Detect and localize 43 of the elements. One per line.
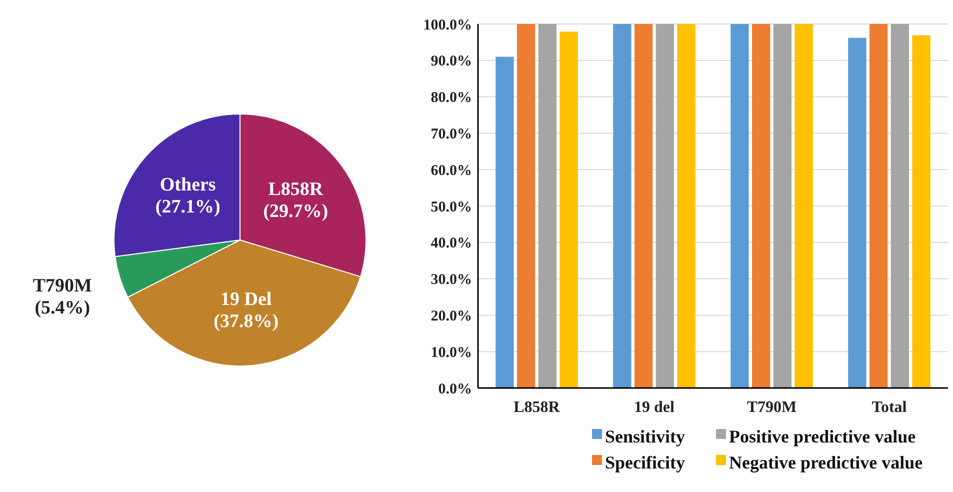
- bar: [677, 24, 696, 388]
- y-tick-label: 20.0%: [430, 308, 472, 324]
- y-tick-label: 30.0%: [430, 272, 472, 288]
- x-tick-label: 19 del: [634, 399, 676, 416]
- y-tick-label: 90.0%: [430, 54, 472, 70]
- slice-label: T790M: [32, 275, 92, 296]
- y-tick-label: 10.0%: [430, 344, 472, 361]
- bar: [773, 24, 792, 388]
- bar: [516, 24, 536, 388]
- data-label: (27.1%): [155, 196, 220, 218]
- y-tick-label: 80.0%: [430, 90, 472, 106]
- y-tick-label: 50.0%: [430, 199, 472, 216]
- bar: [752, 24, 770, 388]
- slice-label: L858R: [268, 178, 324, 200]
- data-label: (37.8%): [214, 311, 279, 332]
- slice-label: 19 Del: [220, 289, 272, 310]
- bar: [869, 24, 888, 388]
- bar: [656, 24, 674, 388]
- slice-label: Others: [160, 174, 216, 196]
- legend-label: Negative predictive value: [729, 452, 923, 472]
- bar: [848, 38, 866, 388]
- bar: [613, 24, 632, 388]
- y-tick-label: 60.0%: [430, 162, 472, 179]
- y-tick-label: 100.0%: [423, 17, 472, 34]
- bar: [890, 24, 910, 388]
- bar: [634, 24, 653, 388]
- x-tick-label: T790M: [746, 399, 797, 416]
- x-tick-label: Total: [872, 399, 908, 416]
- data-label: (5.4%): [34, 297, 90, 318]
- x-tick-label: L858R: [514, 399, 560, 416]
- bar: [912, 35, 930, 388]
- bar: [496, 56, 514, 388]
- y-tick-label: 0.0%: [438, 381, 472, 398]
- data-label: (29.7%): [263, 200, 328, 222]
- legend-label: Sensitivity: [605, 426, 686, 446]
- legend-label: Specificity: [605, 452, 685, 472]
- bar: [538, 24, 557, 388]
- legend-label: Positive predictive value: [729, 426, 916, 446]
- y-tick-label: 70.0%: [430, 126, 472, 142]
- bar: [730, 24, 749, 388]
- bar: [560, 32, 578, 388]
- y-tick-label: 40.0%: [430, 236, 472, 252]
- bar: [794, 24, 813, 388]
